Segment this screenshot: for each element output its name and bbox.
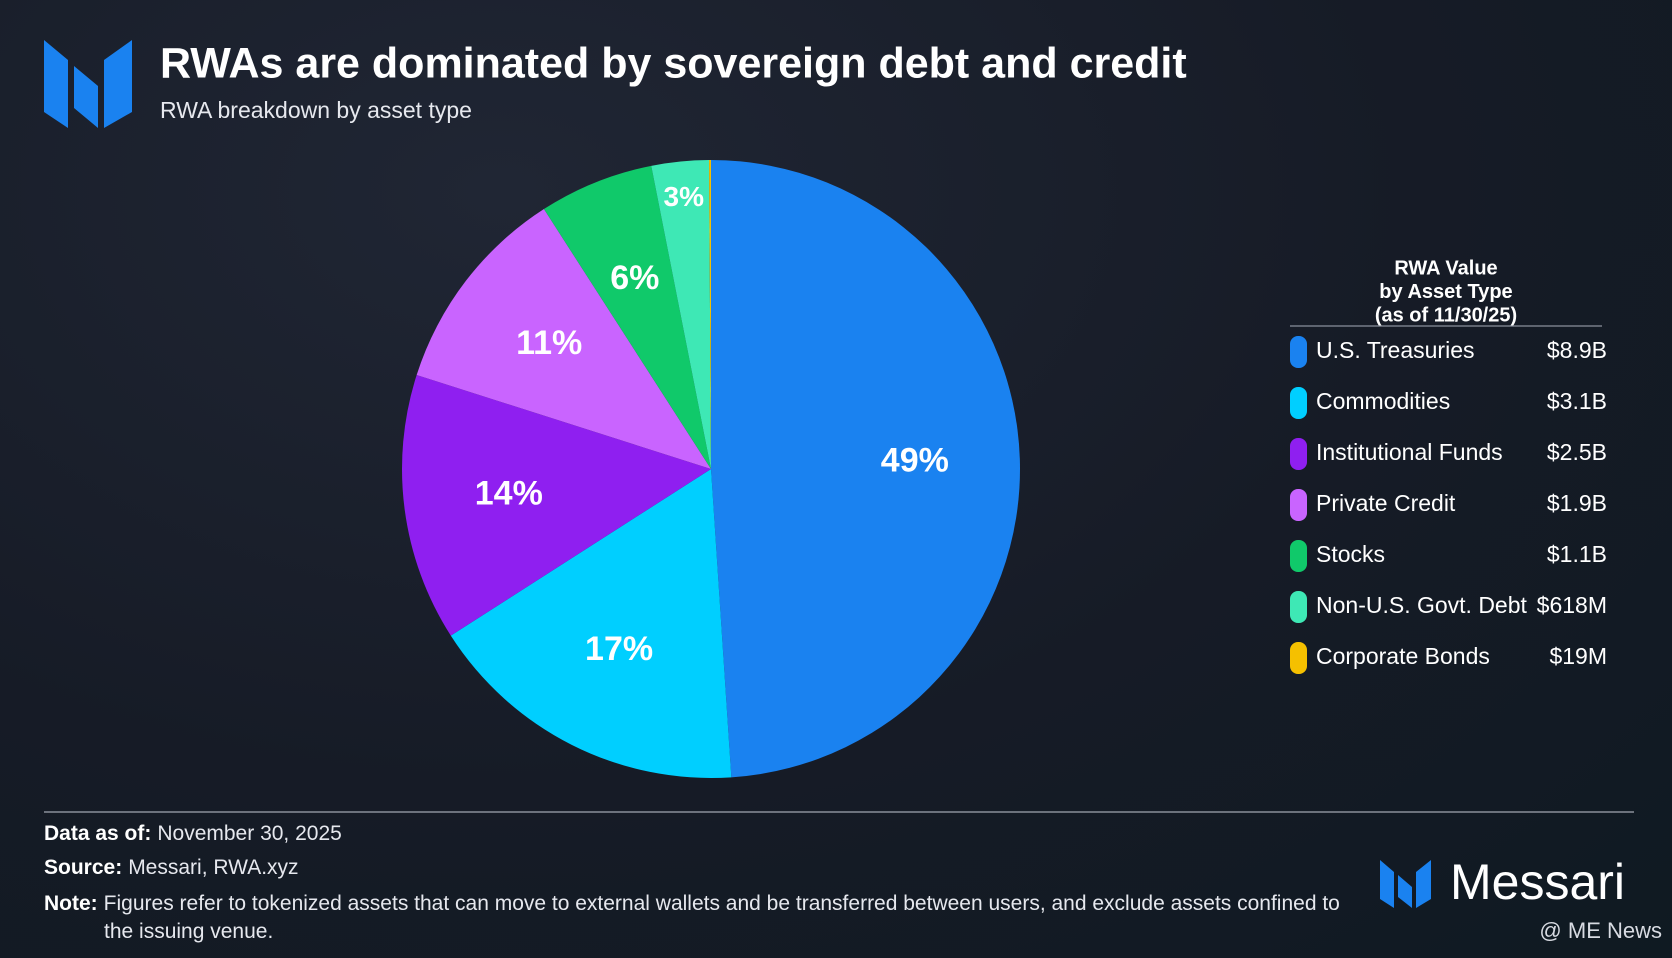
chart-subtitle: RWA breakdown by asset type — [160, 97, 472, 123]
footer-note: Note: Figures refer to tokenized assets t… — [44, 890, 1364, 946]
legend-title: by Asset Type — [1379, 281, 1512, 303]
pie-slice — [402, 374, 711, 636]
legend-label: Institutional Funds — [1316, 439, 1503, 465]
legend-value: $1.1B — [1547, 541, 1607, 567]
pie-slice — [651, 160, 711, 469]
brand-logo — [1380, 860, 1431, 908]
legend-title: RWA Value — [1394, 257, 1497, 279]
pie-slice — [543, 165, 711, 469]
footer-label: Note: — [44, 892, 98, 915]
footer-text: November 30, 2025 — [157, 822, 342, 845]
legend-label: Stocks — [1316, 541, 1385, 567]
logo — [44, 40, 132, 128]
legend-swatch — [1290, 642, 1307, 674]
legend-value: $8.9B — [1547, 337, 1607, 363]
legend-label: Private Credit — [1316, 490, 1456, 516]
legend-swatch — [1290, 387, 1307, 419]
slice-label: 17% — [585, 630, 653, 668]
pie-slice — [450, 469, 732, 779]
legend-value: $19M — [1549, 643, 1607, 669]
legend-swatch — [1290, 336, 1307, 368]
legend-swatch — [1290, 591, 1307, 623]
legend-title: (as of 11/30/25) — [1375, 304, 1517, 326]
brand: Messari — [1450, 854, 1625, 910]
legend-value: $2.5B — [1547, 439, 1607, 465]
legend-swatch — [1290, 489, 1307, 521]
legend-label: U.S. Treasuries — [1316, 337, 1475, 363]
slice-label: 6% — [610, 259, 659, 297]
legend-swatch — [1290, 540, 1307, 572]
footer-label: Source: — [44, 856, 123, 879]
chart-title: RWAs are dominated by sovereign debt and… — [160, 39, 1187, 87]
slice-label: 14% — [475, 474, 543, 512]
pie-slice — [709, 160, 711, 469]
pie-slice — [416, 209, 711, 469]
legend-label: Corporate Bonds — [1316, 643, 1490, 669]
legend-label: Commodities — [1316, 388, 1450, 414]
pie-slice — [711, 160, 1021, 778]
footer-text: Messari, RWA.xyz — [128, 856, 299, 879]
watermark: @ ME News — [1539, 918, 1662, 943]
footer-text: Figures refer to tokenized assets that c… — [103, 892, 1340, 943]
legend-label: Non-U.S. Govt. Debt — [1316, 592, 1528, 618]
legend-value: $618M — [1537, 592, 1607, 618]
slice-label: 11% — [516, 324, 582, 362]
footer-date: Data as of: November 30, 2025 — [44, 822, 342, 846]
slice-label: 3% — [664, 181, 705, 212]
footer-label: Data as of: — [44, 822, 152, 845]
legend-swatch — [1290, 438, 1307, 470]
legend-value: $1.9B — [1547, 490, 1607, 516]
footer-source: Source: Messari, RWA.xyz — [44, 856, 299, 880]
slice-label: 49% — [881, 441, 949, 479]
legend-value: $3.1B — [1547, 388, 1607, 414]
